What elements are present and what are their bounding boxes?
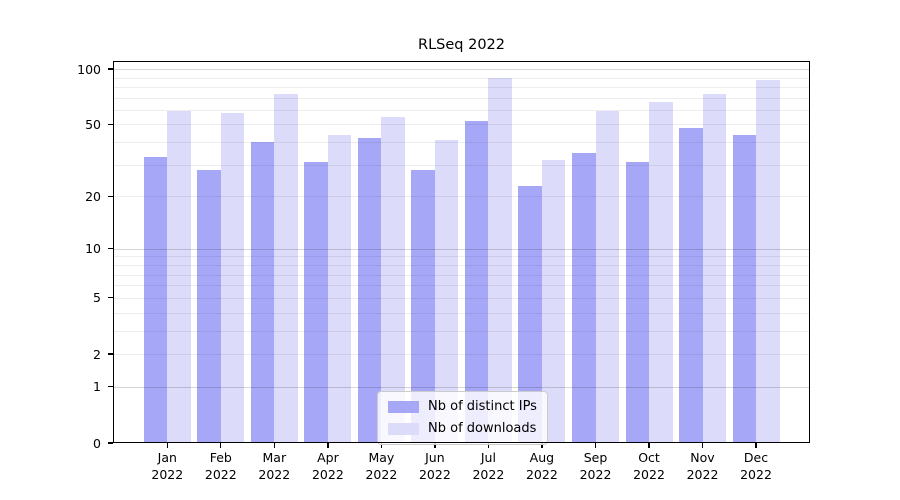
- bar-distinct-ips: [250, 142, 275, 443]
- x-tick-label: Dec 2022: [740, 450, 772, 482]
- legend-entry-distinct-ips: Nb of distinct IPs: [388, 398, 537, 416]
- y-tick-label: 5: [93, 290, 101, 306]
- bar-distinct-ips: [143, 157, 168, 443]
- x-tick-mark: [220, 443, 222, 448]
- chart-title: RLSeq 2022: [418, 37, 505, 53]
- y-tick-mark: [108, 297, 113, 299]
- x-tick-mark: [648, 443, 650, 448]
- y-tick-label: 10: [85, 241, 101, 257]
- y-tick-label: 20: [85, 188, 101, 204]
- x-tick-label: Feb 2022: [204, 450, 237, 482]
- legend-label-distinct-ips: Nb of distinct IPs: [428, 399, 537, 414]
- x-tick-mark: [487, 443, 490, 448]
- bar-distinct-ips: [197, 170, 221, 443]
- x-tick-label: May 2022: [365, 450, 398, 482]
- x-tick-mark: [755, 443, 757, 448]
- x-tick-label: Aug 2022: [525, 450, 558, 482]
- bar-downloads: [274, 94, 298, 443]
- y-tick-mark: [108, 248, 113, 250]
- bar-downloads: [434, 140, 459, 443]
- bar-downloads: [488, 78, 512, 443]
- bar-downloads: [167, 111, 191, 443]
- y-tick-mark: [108, 442, 113, 444]
- bars-layer: [113, 61, 810, 443]
- y-tick-label: 50: [85, 116, 101, 132]
- y-tick-mark: [108, 386, 113, 388]
- x-tick-mark: [434, 443, 436, 448]
- x-tick-label: Jun 2022: [418, 450, 451, 482]
- y-tick-label: 1: [93, 379, 101, 395]
- x-tick-mark: [594, 443, 597, 448]
- x-tick-label: Jan 2022: [151, 450, 184, 482]
- x-tick-mark: [166, 443, 168, 448]
- bar-downloads: [327, 134, 352, 443]
- x-tick-mark: [327, 443, 329, 448]
- bar-distinct-ips: [464, 121, 489, 443]
- x-tick-mark: [273, 443, 275, 448]
- bar-distinct-ips: [304, 162, 328, 443]
- x-tick-label: Nov 2022: [686, 450, 719, 482]
- x-tick-mark: [380, 443, 383, 448]
- x-tick-label: Sep 2022: [579, 450, 612, 482]
- y-tick-mark: [108, 195, 113, 197]
- x-tick-label: Oct 2022: [633, 450, 665, 482]
- bar-distinct-ips: [518, 185, 542, 443]
- bar-downloads: [220, 112, 245, 443]
- legend-swatch-downloads: [388, 422, 419, 436]
- x-tick-label: Jul 2022: [472, 450, 505, 482]
- legend-entry-downloads: Nb of downloads: [388, 420, 537, 438]
- bar-distinct-ips: [411, 170, 435, 443]
- bar-downloads: [649, 102, 673, 443]
- y-tick-label: 0: [93, 435, 101, 451]
- bar-downloads: [756, 80, 780, 443]
- bar-downloads: [541, 159, 566, 443]
- bar-distinct-ips: [357, 138, 382, 443]
- legend-swatch-distinct-ips: [388, 400, 419, 414]
- bar-downloads: [702, 94, 726, 443]
- bar-downloads: [595, 111, 619, 443]
- y-tick-label: 2: [93, 346, 101, 362]
- bar-distinct-ips: [572, 152, 596, 443]
- y-tick-mark: [108, 123, 113, 126]
- bar-distinct-ips: [679, 127, 703, 443]
- x-tick-mark: [541, 443, 543, 448]
- legend-label-downloads: Nb of downloads: [428, 421, 537, 436]
- x-tick-label: Mar 2022: [258, 450, 291, 482]
- x-tick-mark: [701, 443, 704, 448]
- legend: Nb of distinct IPs Nb of downloads: [377, 391, 548, 445]
- y-tick-label: 100: [77, 61, 101, 77]
- plot-area: Nb of distinct IPs Nb of downloads: [113, 61, 810, 445]
- bar-downloads: [381, 116, 405, 443]
- x-tick-label: Apr 2022: [311, 450, 344, 482]
- bar-distinct-ips: [732, 134, 756, 443]
- bar-distinct-ips: [625, 162, 649, 443]
- y-tick-mark: [108, 68, 113, 70]
- y-tick-mark: [108, 353, 113, 355]
